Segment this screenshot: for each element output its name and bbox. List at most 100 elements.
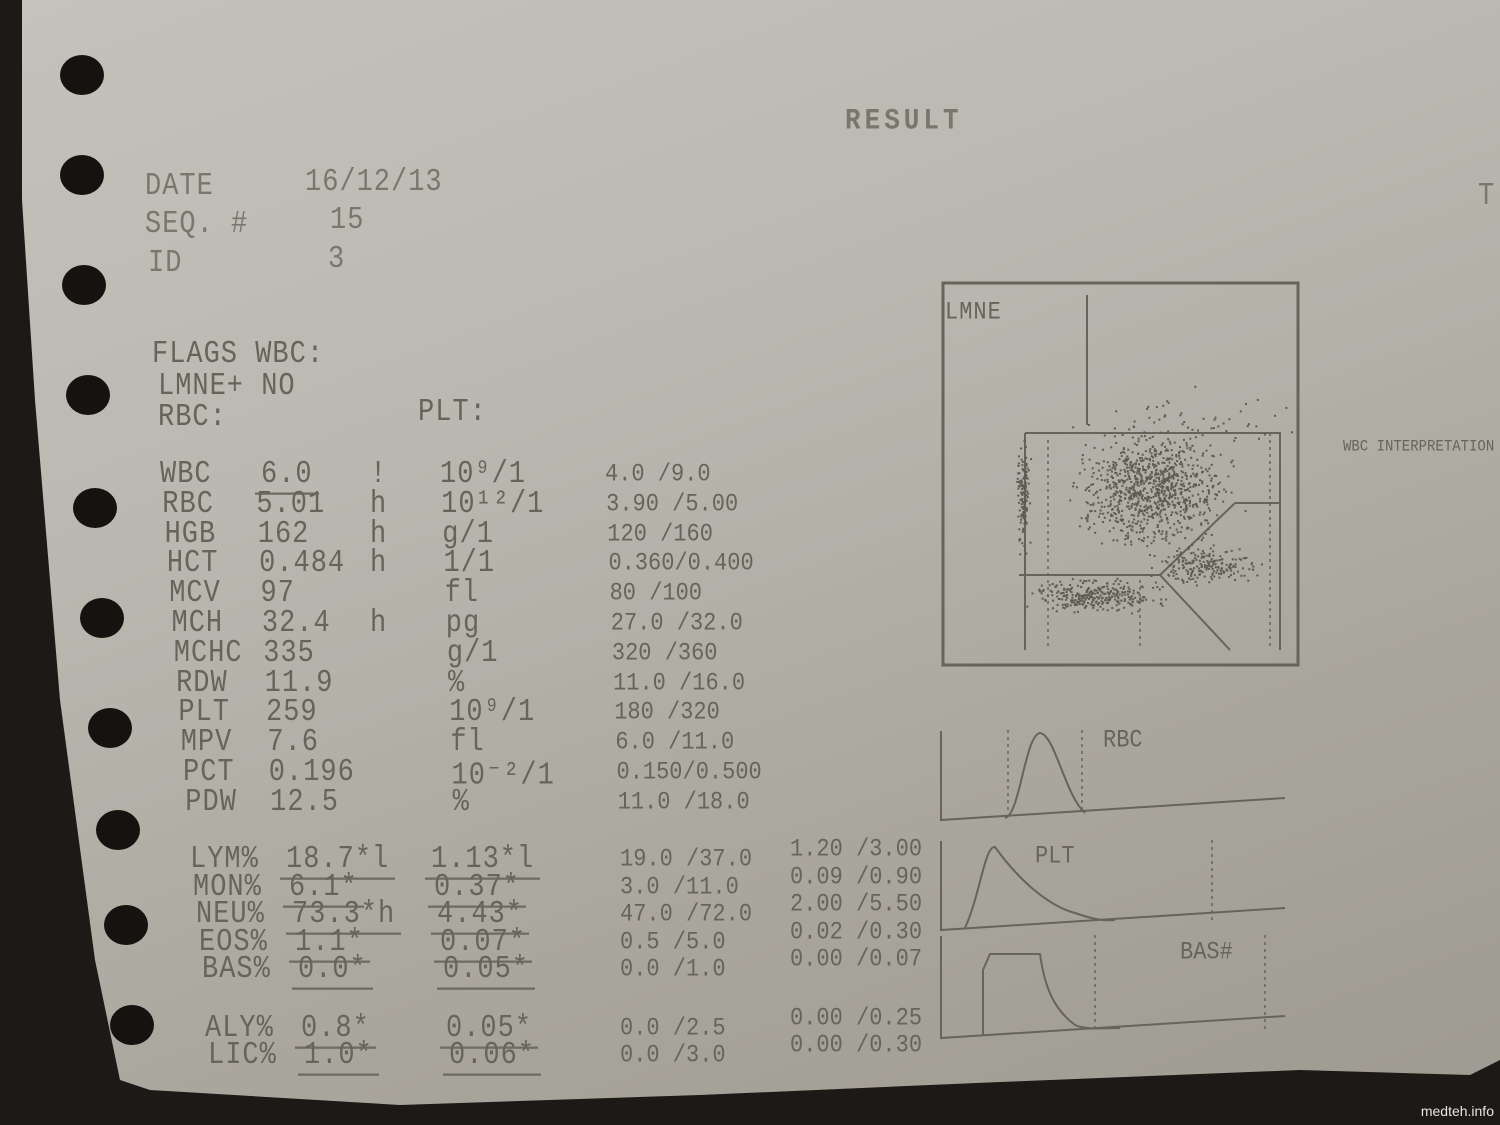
scatter-dot xyxy=(1178,457,1181,460)
scatter-dot xyxy=(1189,486,1192,489)
scatter-dot xyxy=(1019,482,1021,485)
scatter-dot xyxy=(1185,444,1188,447)
scatter-dot xyxy=(1193,567,1196,570)
scatter-dot xyxy=(1214,474,1217,477)
scatter-dot xyxy=(1128,598,1131,601)
scatter-dot xyxy=(1179,551,1182,554)
scatter-dot xyxy=(1176,473,1179,476)
scatter-dot xyxy=(1162,508,1165,511)
scatter-dot xyxy=(1100,590,1103,593)
scatter-dot xyxy=(1150,452,1153,455)
scatter-dot xyxy=(1170,483,1173,486)
scatter-dot xyxy=(1163,470,1166,473)
scatter-dot xyxy=(1130,461,1132,463)
scatter-dot xyxy=(1071,578,1074,581)
scatter-dot xyxy=(1078,595,1081,598)
scatter-dot xyxy=(1212,563,1215,566)
scatter-dot xyxy=(1115,604,1118,607)
scatter-dot xyxy=(1196,565,1199,568)
scatter-dot xyxy=(1208,490,1210,493)
scatter-dot xyxy=(1099,488,1102,491)
scatter-dot xyxy=(1196,505,1199,508)
scatter-dot xyxy=(1081,597,1084,600)
scatter-dot xyxy=(1256,574,1259,577)
scatter-dot xyxy=(1020,447,1023,450)
scatter-dot xyxy=(1212,544,1215,547)
scatter-dot xyxy=(1137,514,1140,517)
scatter-dot xyxy=(1127,596,1130,598)
scatter-dot xyxy=(1139,481,1142,484)
scatter-dot xyxy=(1024,487,1027,490)
scatter-dot xyxy=(1119,529,1122,532)
scatter-dot xyxy=(1174,492,1177,495)
diff-absolute: 4.43* xyxy=(431,898,530,935)
scatter-dot xyxy=(1139,531,1141,534)
scatter-dot xyxy=(1218,559,1221,561)
scatter-dot xyxy=(1171,495,1174,498)
scatter-dot xyxy=(1215,571,1218,574)
scatter-dot xyxy=(1184,498,1187,501)
scatter-dot xyxy=(1106,609,1109,612)
scatter-dot xyxy=(1162,404,1165,407)
scatter-dot xyxy=(1191,544,1194,546)
scatter-dot xyxy=(1191,428,1194,431)
result-unit: 10¹²/1 xyxy=(441,487,545,523)
scatter-dot xyxy=(1091,467,1094,470)
scatter-dot xyxy=(1180,490,1183,493)
scatter-dot xyxy=(1143,469,1146,471)
scatter-dot xyxy=(1106,591,1109,594)
scatter-dot xyxy=(1198,567,1200,570)
scatter-dot xyxy=(1143,506,1146,509)
scatter-dot xyxy=(1111,514,1114,517)
scatter-dot xyxy=(1115,472,1118,475)
scatter-dot xyxy=(1025,494,1028,496)
scatter-dot xyxy=(1101,596,1104,599)
scatter-dot xyxy=(1086,515,1089,518)
scatter-dot xyxy=(1179,492,1182,495)
scatter-dot xyxy=(1120,499,1123,502)
scatter-dot xyxy=(1101,591,1104,594)
scatter-dot xyxy=(1059,580,1062,583)
scatter-dot xyxy=(1117,501,1120,503)
scatter-dot xyxy=(1189,448,1192,451)
punch-hole xyxy=(66,375,110,415)
scatter-dot xyxy=(1188,504,1191,507)
scatter-dot xyxy=(1171,454,1174,457)
scatter-dot xyxy=(1128,498,1131,501)
scatter-dot xyxy=(1164,445,1166,448)
scatter-dot xyxy=(1061,592,1063,595)
scatter-dot xyxy=(1228,566,1231,569)
result-range: 11.0 /18.0 xyxy=(617,787,750,817)
scatter-dot xyxy=(1134,463,1137,466)
scatter-dot xyxy=(1192,485,1195,488)
scatter-dot xyxy=(1159,511,1162,514)
scatter-dot xyxy=(1204,565,1207,568)
scatter-dot xyxy=(1147,498,1150,501)
diff-range-absolute: 0.02 /0.30 xyxy=(790,917,923,947)
scatter-dot xyxy=(1114,482,1117,485)
scatter-dot xyxy=(1025,464,1028,467)
punch-hole xyxy=(62,265,106,305)
scatter-dot xyxy=(1213,575,1216,578)
scatter-dot xyxy=(1142,459,1145,462)
scatter-dot xyxy=(1112,592,1115,595)
scatter-dot xyxy=(1119,496,1122,498)
scatter-dot xyxy=(1198,483,1200,486)
scatter-dot xyxy=(1111,607,1114,609)
scatter-dot xyxy=(1070,591,1073,594)
scatter-dot xyxy=(1148,465,1151,468)
scatter-dot xyxy=(1136,443,1138,446)
scatter-dot xyxy=(1210,427,1213,430)
scatter-dot xyxy=(1152,459,1155,462)
scatter-dot xyxy=(1160,484,1163,487)
scatter-dot xyxy=(1214,563,1217,566)
scatter-dot xyxy=(1121,529,1124,532)
scatter-dot xyxy=(1142,540,1145,543)
scatter-dot xyxy=(1237,570,1239,573)
scatter-dot xyxy=(1234,565,1237,568)
scatter-dot xyxy=(1187,547,1190,550)
scatter-dot xyxy=(1019,491,1022,494)
scatter-dot xyxy=(1021,500,1024,503)
scatter-dot xyxy=(1201,454,1204,457)
scatter-dot xyxy=(1017,487,1020,490)
